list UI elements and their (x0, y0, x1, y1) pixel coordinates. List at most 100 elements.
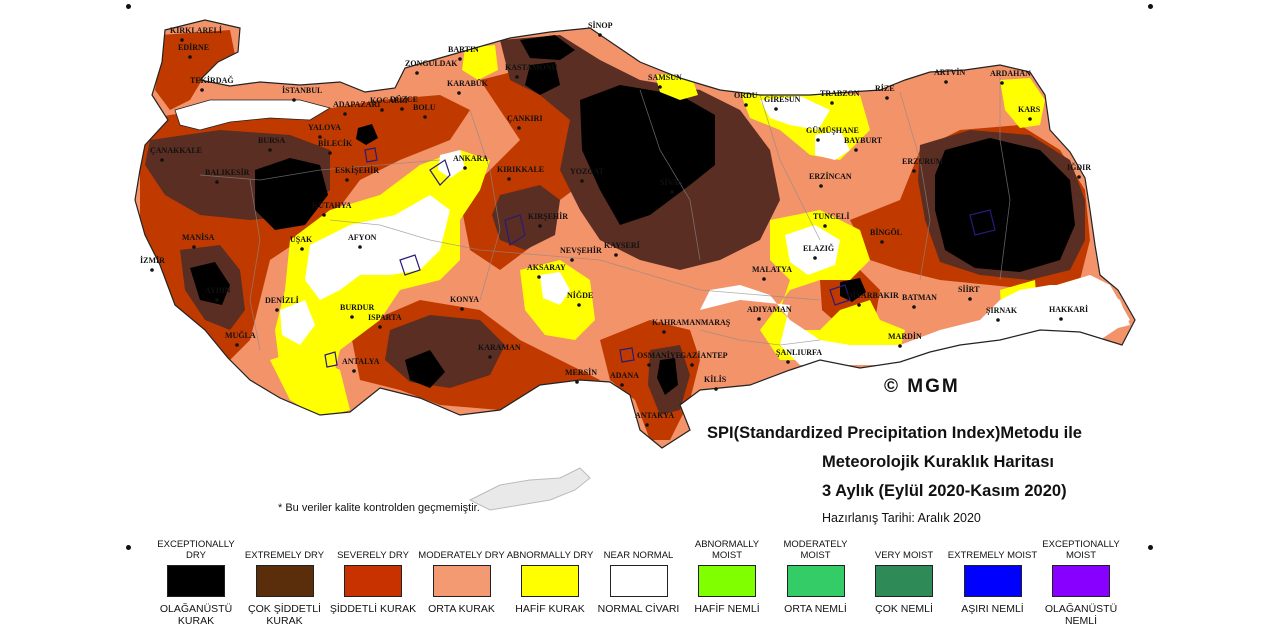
city-label-gaziantep: GAZİANTEP (680, 350, 728, 360)
near-normal-zone-gumushane (815, 130, 850, 160)
exceptionally-dry-zone-east (935, 138, 1075, 272)
city-sanliurfa: ŞANLIURFA (776, 348, 822, 364)
city-nevsehir: NEVŞEHİR (560, 245, 602, 262)
city-dot-mugla (235, 343, 239, 347)
city-bingol: BİNGÖL (870, 227, 902, 244)
city-dot-mersin (575, 380, 579, 384)
city-dot-izmir (150, 268, 154, 272)
extremely-dry-zone-kirsehir (492, 185, 560, 250)
city-dot-zonguldak (415, 71, 419, 75)
city-dot-antalya (352, 369, 356, 373)
city-dot-diyarbakir (857, 303, 861, 307)
city-label-denizli: DENİZLİ (265, 295, 299, 305)
corner-dot-legend-left (126, 545, 131, 550)
city-dot-ordu (744, 103, 748, 107)
city-label-sanliurfa: ŞANLIURFA (776, 348, 822, 357)
city-dot-karabuk (457, 91, 461, 95)
legend-swatch (1052, 565, 1110, 597)
city-label-osmaniye: OSMANİYE (637, 350, 681, 360)
city-label-mardin: MARDİN (888, 331, 922, 341)
legend-swatch (167, 565, 225, 597)
city-label-erzurum: ERZURUM (902, 157, 944, 166)
legend-label-tr: ŞİDDETLİ KURAK (329, 603, 417, 615)
city-ordu: ORDU (734, 91, 758, 107)
city-dot-eskisehir (345, 178, 349, 182)
exceptionally-dry-zone-karaman (405, 350, 445, 388)
city-osmaniye: OSMANİYE (637, 350, 681, 367)
city-dot-giresun (774, 107, 778, 111)
city-dot-isparta (378, 325, 382, 329)
city-label-diyarbakir: DİYARBAKIR (847, 290, 899, 300)
city-dot-kastamonu (515, 75, 519, 79)
legend-item: SEVERELY DRY ŞİDDETLİ KURAK (328, 537, 418, 615)
city-label-kahramanmaras: KAHRAMANMARAŞ (652, 318, 731, 327)
city-dot-samsun (658, 85, 662, 89)
city-sivas: SİVAS (660, 177, 683, 194)
city-igdir: IĞDIR (1067, 162, 1091, 179)
legend-label-en: EXCEPTIONALLY DRY (157, 539, 235, 561)
map-title-line3: 3 Aylık (Eylül 2020-Kasım 2020) (822, 482, 1067, 500)
city-kayseri: KAYSERİ (604, 240, 640, 257)
legend-swatch (255, 565, 314, 597)
city-dot-kutahya (322, 213, 326, 217)
legend-item: EXTREMELY MOIST AŞIRI NEMLİ (948, 537, 1038, 615)
city-dot-kocaeli (380, 108, 384, 112)
city-label-izmir: İZMİR (140, 255, 165, 265)
city-dot-kirklareli (180, 38, 184, 42)
city-istanbul: İSTANBUL (282, 85, 322, 102)
city-label-igdir: IĞDIR (1067, 162, 1091, 172)
near-normal-zone-hakkari (1040, 275, 1130, 340)
city-kars: KARS (1018, 105, 1041, 121)
city-label-antalya: ANTALYA (342, 357, 380, 366)
legend-label-tr: OLAĞANÜSTÜ KURAK (159, 603, 233, 627)
legend-label-tr: ORTA KURAK (428, 603, 495, 615)
near-normal-zone-nigde (540, 272, 570, 305)
map-title-line1: SPI(Standardized Precipitation Index)Met… (707, 424, 1082, 442)
legend-label-tr: OLAĞANÜSTÜ NEMLİ (1044, 603, 1118, 627)
city-gaziantep: GAZİANTEP (680, 350, 728, 367)
city-dot-sanliurfa (786, 360, 790, 364)
legend-label-en: ABNORMALLY DRY (506, 550, 594, 561)
legend-item: NEAR NORMAL NORMAL CİVARI (594, 537, 684, 615)
city-label-ardahan: ARDAHAN (990, 69, 1031, 78)
city-label-duzce: DÜZCE (390, 95, 418, 104)
city-label-canakkale: ÇANAKKALE (150, 146, 202, 155)
city-dot-trabzon (830, 101, 834, 105)
province-boundaries (199, 70, 1011, 351)
legend-item: ABNORMALLY MOIST HAFİF NEMLİ (682, 537, 772, 615)
city-sirnak: ŞIRNAK (986, 306, 1018, 322)
city-dot-malatya (762, 277, 766, 281)
city-mardin: MARDİN (888, 331, 922, 348)
exceptionally-dry-zone-sinop (520, 35, 575, 60)
legend-item: EXCEPTIONALLY DRY OLAĞANÜSTÜ KURAK (151, 537, 241, 627)
city-dot-bolu (423, 115, 427, 119)
city-dot-balikesir (215, 180, 219, 184)
city-dot-adana (620, 383, 624, 387)
city-label-kars: KARS (1018, 105, 1041, 114)
exceptionally-dry-zone-osmaniye (657, 358, 678, 395)
city-rize: RİZE (875, 83, 895, 100)
legend-swatch (344, 565, 402, 597)
city-label-hakkari: HAKKARİ (1049, 304, 1088, 314)
city-kirsehir: KIRŞEHİR (528, 211, 568, 228)
city-dot-bingol (880, 240, 884, 244)
city-dot-kilis (714, 387, 718, 391)
city-dot-gaziantep (690, 363, 694, 367)
exceptionally-dry-zone-north (580, 85, 715, 225)
legend-label-en: MODERATELY MOIST (783, 539, 848, 561)
city-hakkari: HAKKARİ (1049, 304, 1088, 321)
city-dot-bartin (458, 57, 462, 61)
lakes (324, 147, 996, 368)
legend-label-tr: ÇOK ŞİDDETLİ KURAK (248, 603, 321, 627)
legend-label-tr: NORMAL CİVARI (597, 603, 680, 615)
exceptionally-dry-zone-aydin (190, 262, 230, 305)
city-dot-osmaniye (647, 363, 651, 367)
city-label-manisa: MANİSA (182, 232, 215, 242)
city-dot-ankara (463, 166, 467, 170)
city-label-mugla: MUĞLA (225, 330, 256, 340)
city-label-hatay: ANTAKYA (635, 411, 674, 420)
city-afyon: AFYON (348, 233, 377, 249)
city-label-samsun: SAMSUN (648, 73, 682, 82)
city-dot-ardahan (1000, 81, 1004, 85)
city-labels: KIRKLARELİ EDİRNE TEKİRDAĞ İSTANBUL ÇANAKKAL… (140, 20, 1091, 427)
